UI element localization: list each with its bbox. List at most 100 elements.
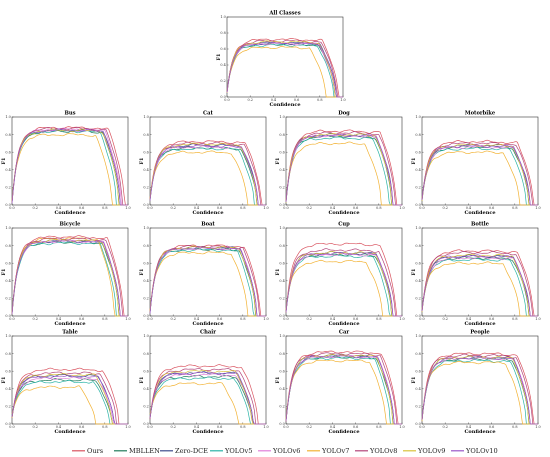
chart-panel: Table 0.0 0.2 0.4 0.6 0.8 1.0 0.0 0.2 0.4 0.6 0.8 1.… xyxy=(1,330,131,436)
y-tick-label: 0.6 xyxy=(143,369,148,373)
plot-frame xyxy=(226,16,344,98)
plot-frame xyxy=(149,335,267,425)
x-tick-label: 0.0 xyxy=(147,425,152,429)
series-line-zero-dce xyxy=(226,41,343,98)
y-tick-label: 0.2 xyxy=(415,297,420,301)
x-tick-label: 0.6 xyxy=(217,425,222,429)
y-tick-label: 0.0 xyxy=(5,422,10,426)
x-tick-label: 0.4 xyxy=(56,206,61,210)
y-tick-label: 0.4 xyxy=(415,168,420,172)
series-line-yolov7 xyxy=(149,251,266,317)
x-tick-label: 0.4 xyxy=(194,317,199,321)
x-tick-label: 0.6 xyxy=(294,98,299,102)
legend-label: Zero-DCE xyxy=(175,447,208,455)
series-line-yolov6 xyxy=(11,376,128,425)
y-axis-label: F1 xyxy=(139,157,145,164)
series-line-ours xyxy=(11,235,128,317)
x-tick-label: 0.6 xyxy=(217,206,222,210)
x-tick-label: 0.0 xyxy=(9,206,14,210)
series-line-yolov9 xyxy=(285,133,402,206)
series-line-ours xyxy=(149,244,266,317)
y-tick-label: 0.0 xyxy=(415,203,420,207)
y-tick-label: 0.8 xyxy=(143,133,148,137)
series-line-yolov10 xyxy=(421,144,538,206)
x-tick-label: 0.8 xyxy=(102,317,107,321)
chart-panel: Bus 0.0 0.2 0.4 0.6 0.8 1.0 0.0 0.2 0.4 0.6 0.8 1.0 C… xyxy=(1,111,131,217)
y-tick-label: 0.6 xyxy=(279,261,284,265)
x-tick-label: 1.0 xyxy=(535,425,540,429)
series-line-yolov6 xyxy=(11,127,128,206)
series-line-yolov6 xyxy=(285,252,402,317)
series-line-yolov10 xyxy=(11,374,128,425)
chart-panel: People 0.0 0.2 0.4 0.6 0.8 1.0 0.0 0.2 0.4 0.6 0.8 1… xyxy=(411,330,541,436)
series-line-yolov6 xyxy=(11,239,128,317)
series-line-yolov9 xyxy=(285,250,402,317)
series-line-yolov10 xyxy=(149,144,266,206)
series-line-yolov7 xyxy=(285,259,402,317)
x-tick-label: 0.0 xyxy=(419,425,424,429)
x-tick-label: 0.2 xyxy=(32,425,37,429)
x-tick-label: 0.4 xyxy=(194,206,199,210)
series-line-yolov5 xyxy=(149,146,266,206)
legend-label: YOLOv6 xyxy=(272,447,300,455)
y-axis-label: F1 xyxy=(411,268,417,275)
y-tick-label: 0.0 xyxy=(5,314,10,318)
x-tick-label: 0.8 xyxy=(240,206,245,210)
y-tick-label: 0.8 xyxy=(415,244,420,248)
x-tick-label: 1.0 xyxy=(399,317,404,321)
series-line-yolov7 xyxy=(149,150,266,206)
y-tick-label: 0.0 xyxy=(279,314,284,318)
x-tick-label: 1.0 xyxy=(125,425,130,429)
x-axis-label: Confidence xyxy=(192,429,223,435)
series-line-ours xyxy=(421,352,538,425)
y-axis-label: F1 xyxy=(275,157,281,164)
y-tick-label: 1.0 xyxy=(415,115,420,119)
series-line-yolov10 xyxy=(11,128,128,206)
x-tick-label: 1.0 xyxy=(263,425,268,429)
x-tick-label: 0.4 xyxy=(466,425,471,429)
y-axis-label: F1 xyxy=(275,376,281,383)
series-line-ours xyxy=(421,139,538,206)
series-line-yolov9 xyxy=(11,128,128,206)
legend-label: YOLOv8 xyxy=(369,447,397,455)
x-axis-label: Confidence xyxy=(192,210,223,216)
series-line-yolov7 xyxy=(11,385,128,425)
y-tick-label: 0.6 xyxy=(5,150,10,154)
x-tick-label: 0.0 xyxy=(147,317,152,321)
series-line-yolov7 xyxy=(421,150,538,206)
series-line-mbllen xyxy=(11,378,128,425)
y-tick-label: 0.2 xyxy=(279,186,284,190)
legend-label: MBLLEN xyxy=(129,447,160,455)
plot-frame xyxy=(149,116,267,206)
x-tick-label: 0.8 xyxy=(376,425,381,429)
chart-panel: All Classes 0.0 0.2 0.4 0.6 0.8 1.0 0.0 0.2 0.4 0.… xyxy=(216,11,346,109)
series-line-yolov7 xyxy=(421,261,538,317)
x-tick-label: 0.2 xyxy=(442,425,447,429)
chart-panel: Bottle 0.0 0.2 0.4 0.6 0.8 1.0 0.0 0.2 0.4 0.6 0.8 1… xyxy=(411,222,541,328)
y-tick-label: 0.4 xyxy=(415,279,420,283)
series-line-ours xyxy=(285,242,402,317)
series-line-yolov8 xyxy=(421,142,538,206)
x-tick-label: 0.2 xyxy=(442,206,447,210)
panel-title: Table xyxy=(62,330,78,336)
series-line-yolov9 xyxy=(421,253,538,317)
series-line-yolov7 xyxy=(11,237,128,317)
series-line-yolov5 xyxy=(226,43,343,98)
x-tick-label: 0.4 xyxy=(56,317,61,321)
x-tick-label: 0.4 xyxy=(271,98,276,102)
y-tick-label: 0.8 xyxy=(279,244,284,248)
series-line-mbllen xyxy=(285,252,402,317)
x-tick-label: 0.6 xyxy=(79,425,84,429)
y-axis-label: F1 xyxy=(1,376,7,383)
x-tick-label: 1.0 xyxy=(263,206,268,210)
x-axis-label: Confidence xyxy=(269,102,300,108)
y-tick-label: 0.0 xyxy=(5,203,10,207)
y-tick-label: 0.0 xyxy=(279,203,284,207)
y-tick-label: 0.8 xyxy=(5,244,10,248)
y-tick-label: 0.4 xyxy=(5,168,10,172)
chart-panel: Boat 0.0 0.2 0.4 0.6 0.8 1.0 0.0 0.2 0.4 0.6 0.8 1.0… xyxy=(139,222,269,328)
x-tick-label: 0.6 xyxy=(353,425,358,429)
y-tick-label: 1.0 xyxy=(143,115,148,119)
y-axis-label: F1 xyxy=(139,268,145,275)
y-tick-label: 1.0 xyxy=(415,334,420,338)
